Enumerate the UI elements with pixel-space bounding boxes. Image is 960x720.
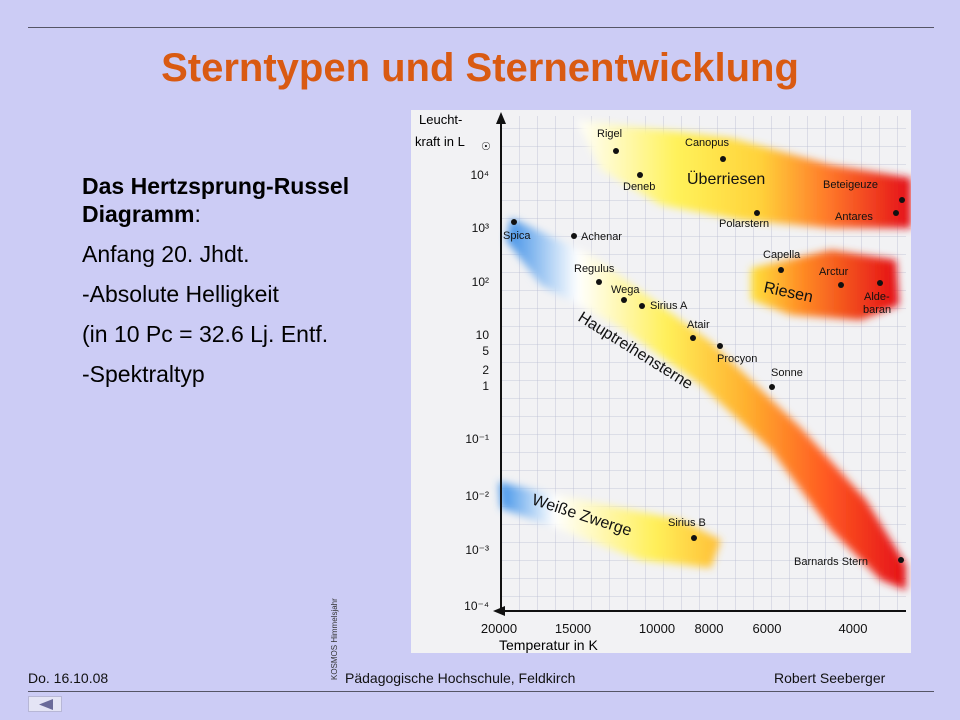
bullet-distance: (in 10 Pc = 32.6 Lj. Entf. [82, 321, 329, 347]
star-label-sirius-b: Sirius B [668, 517, 706, 529]
x-axis-title: Temperatur in K [499, 637, 598, 653]
text-block: Das Hertzsprung-Russel Diagramm: Anfang … [82, 172, 382, 400]
bullet-spectral: -Spektraltyp [82, 361, 205, 387]
star-label-achenar: Achenar [581, 231, 622, 243]
giant-band [751, 250, 899, 320]
y-tick-1e-3: 10⁻³ [465, 543, 489, 557]
star-dot-capella [778, 267, 784, 273]
y-tick-5: 5 [482, 344, 489, 358]
y-tick-1e4: 10⁴ [470, 168, 489, 182]
star-dot-procyon [717, 343, 723, 349]
y-axis-title-line-2: kraft in L [415, 134, 465, 149]
star-dot-sirius-b [691, 535, 697, 541]
footer-institution: Pädagogische Hochschule, Feldkirch [345, 670, 576, 686]
bullet-period: Anfang 20. Jhdt. [82, 241, 250, 267]
y-tick-1: 1 [482, 379, 489, 393]
star-label-regulus: Regulus [574, 263, 615, 275]
x-tick-10000: 10000 [639, 621, 675, 636]
star-dot-atair [690, 335, 696, 341]
star-dot-spica [511, 219, 517, 225]
white-dwarf-band [499, 482, 721, 568]
star-label-wega: Wega [611, 284, 640, 296]
diagram-heading: Das Hertzsprung-Russel Diagramm: [82, 172, 382, 228]
footer-date: Do. 16.10.08 [28, 670, 109, 686]
star-label-capella: Capella [763, 249, 801, 261]
slide-title: Sterntypen und Sternentwicklung [161, 46, 799, 90]
triangle-left-icon [39, 699, 53, 710]
star-label-arctur: Arctur [819, 266, 849, 278]
x-tick-8000: 8000 [695, 621, 724, 636]
main-sequence-band [506, 218, 906, 590]
x-tick-15000: 15000 [555, 621, 591, 636]
star-dot-regulus [596, 279, 602, 285]
hr-diagram: Leucht- kraft in L ☉ 10⁴ 10³ 10² 10 5 2 … [411, 110, 911, 653]
top-rule [28, 27, 934, 28]
star-label-procyon: Procyon [717, 353, 757, 365]
y-tick-1e-1: 10⁻¹ [465, 432, 489, 446]
y-tick-1e2: 10² [472, 275, 489, 289]
star-label-beteigeuze: Beteigeuze [823, 179, 878, 191]
star-label-antares: Antares [835, 211, 873, 223]
bullet-brightness: -Absolute Helligkeit [82, 281, 279, 307]
star-dot-rigel [613, 148, 619, 154]
diagram-heading-bold: Das Hertzsprung-Russel Diagramm [82, 173, 350, 227]
star-dots [511, 148, 905, 563]
star-label-alde: Alde- [864, 291, 890, 303]
footer-author: Robert Seeberger [774, 670, 886, 686]
star-dot-achenar [571, 233, 577, 239]
y-tick-1e-4: 10⁻⁴ [464, 599, 489, 613]
y-axis-arrow [496, 112, 506, 124]
x-tick-6000: 6000 [753, 621, 782, 636]
star-label-spica: Spica [503, 230, 531, 242]
x-axis-arrow [493, 606, 505, 616]
star-dot-arctur [838, 282, 844, 288]
star-label-barnards-stern: Barnards Stern [794, 556, 868, 568]
x-tick-20000: 20000 [481, 621, 517, 636]
star-dot-beteigeuze [899, 197, 905, 203]
star-label-deneb: Deneb [623, 181, 655, 193]
star-dot-sonne [769, 384, 775, 390]
star-dot-wega [621, 297, 627, 303]
bottom-rule [28, 691, 934, 692]
region-label-supergiants: Überriesen [687, 170, 765, 188]
y-tick-10: 10 [476, 328, 490, 342]
image-credit: KOSMOS Himmelsjahr [330, 598, 339, 680]
y-tick-labels: 10⁴ 10³ 10² 10 5 2 1 10⁻¹ 10⁻² 10⁻³ 10⁻⁴ [464, 168, 489, 613]
star-dot-canopus [720, 156, 726, 162]
previous-slide-button[interactable] [28, 696, 62, 712]
y-tick-2: 2 [482, 363, 489, 377]
x-tick-labels: 20000 15000 10000 8000 6000 4000 [481, 621, 868, 636]
diagram-heading-colon: : [194, 201, 201, 227]
star-label-polarstern: Polarstern [719, 218, 769, 230]
star-dot-aldebaran [877, 280, 883, 286]
y-axis-title-line-1: Leucht- [419, 112, 462, 127]
star-label-atair: Atair [687, 319, 710, 331]
y-tick-1e3: 10³ [472, 221, 489, 235]
star-label-rigel: Rigel [597, 128, 622, 140]
star-dot-sirius-a [639, 303, 645, 309]
sun-symbol: ☉ [481, 141, 491, 153]
star-label-sirius-a: Sirius A [650, 300, 688, 312]
star-labels: Rigel Canopus Deneb Beteigeuze Antares P… [503, 128, 891, 568]
x-tick-4000: 4000 [839, 621, 868, 636]
y-tick-1e-2: 10⁻² [465, 489, 489, 503]
star-dot-polarstern [754, 210, 760, 216]
star-label-sonne: Sonne [771, 367, 803, 379]
star-label-canopus: Canopus [685, 137, 730, 149]
star-dot-barnards-stern [898, 557, 904, 563]
star-dot-antares [893, 210, 899, 216]
star-dot-deneb [637, 172, 643, 178]
supergiant-band [576, 120, 911, 228]
star-label-baran: baran [863, 304, 891, 316]
